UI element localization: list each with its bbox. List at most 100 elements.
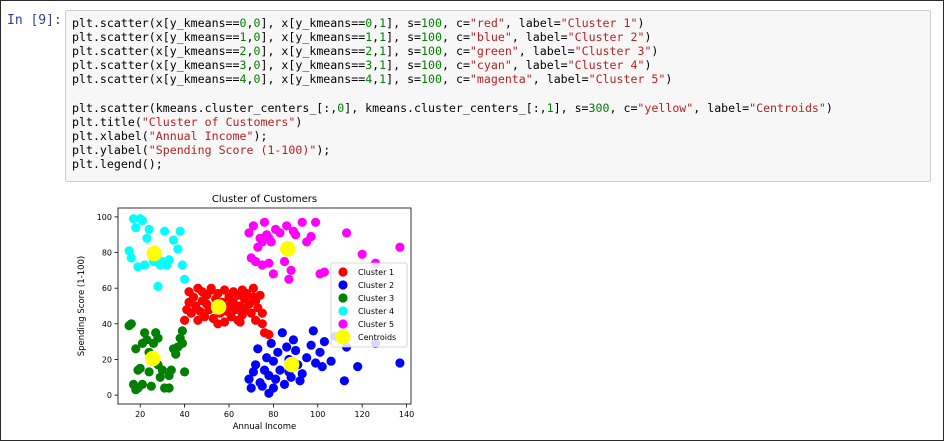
data-point [279, 256, 290, 267]
data-point [253, 344, 263, 354]
legend-marker [338, 293, 348, 303]
data-point [140, 260, 150, 270]
code-text: ], s= [553, 100, 589, 115]
code-editor[interactable]: plt.scatter(x[y_kmeans==0,0], x[y_kmeans… [72, 16, 833, 171]
legend-label: Centroids [358, 333, 396, 342]
code-number: 100 [421, 16, 442, 30]
data-point [306, 231, 316, 242]
data-point [257, 319, 267, 329]
data-point [251, 360, 261, 370]
data-point [295, 376, 305, 386]
chart-title: Cluster of Customers [212, 194, 317, 205]
code-text: plt.scatter(x[y_kmeans== [72, 44, 240, 59]
data-point [271, 374, 281, 384]
data-point [277, 328, 287, 338]
y-tick-label: 0 [107, 391, 112, 400]
code-text: , [372, 44, 380, 59]
code-text: , [246, 72, 254, 87]
code-text: ], x[y_kmeans== [260, 16, 366, 30]
code-number: 0 [253, 44, 261, 59]
code-text: , [246, 30, 254, 45]
data-point [291, 230, 301, 240]
data-point [248, 367, 258, 377]
code-text: , label= [511, 30, 568, 45]
x-tick-label: 60 [224, 410, 234, 419]
code-string: "Annual Income" [148, 128, 254, 143]
code-text: plt.legend(); [72, 156, 163, 171]
code-text: ) [651, 44, 659, 59]
code-line: plt.xlabel("Annual Income"); [72, 129, 833, 143]
code-text: ], s= [386, 44, 422, 59]
x-tick-label: 140 [399, 410, 414, 419]
code-string: "Spending Score (1-100)" [148, 142, 317, 157]
data-point [315, 347, 325, 357]
code-number: 1 [365, 30, 373, 45]
data-point [153, 333, 163, 343]
data-point [180, 274, 190, 284]
data-point [164, 255, 174, 265]
x-tick-label: 80 [268, 410, 278, 419]
data-point [177, 260, 187, 270]
code-string: "Cluster of Customers" [141, 114, 296, 129]
code-string: "magenta" [469, 72, 533, 87]
data-point [244, 374, 254, 384]
code-text: ) [637, 16, 645, 30]
data-point [173, 244, 183, 254]
y-tick-label: 100 [97, 213, 112, 222]
code-text: plt.xlabel( [72, 128, 149, 143]
data-point [286, 372, 296, 382]
x-tick-label: 120 [355, 410, 370, 419]
data-point [353, 362, 363, 372]
legend-box [330, 262, 408, 348]
data-point [124, 246, 134, 256]
code-text: , c= [442, 30, 470, 45]
code-number: 0 [253, 30, 261, 45]
code-text: ) [665, 72, 673, 87]
scatter-chart: 20 40 60 80 100 120 140 0 20 40 60 80 100 Cluster of … [77, 194, 414, 432]
code-number: 1 [379, 72, 387, 87]
data-point [153, 281, 163, 291]
code-text: , [372, 30, 380, 45]
code-text: , c= [442, 72, 470, 87]
code-line: plt.scatter(x[y_kmeans==0,0], x[y_kmeans… [72, 16, 833, 30]
code-number: 0 [253, 58, 261, 73]
code-string: "cyan" [469, 58, 512, 73]
data-point [268, 356, 278, 366]
x-tick-label: 40 [179, 410, 189, 419]
code-text: ], x[y_kmeans== [260, 72, 366, 87]
data-point [291, 345, 301, 356]
data-point [180, 367, 190, 377]
code-text: plt.scatter(x[y_kmeans== [72, 30, 240, 45]
data-point [319, 267, 329, 277]
x-axis-label: Annual Income [233, 422, 297, 432]
code-string: "Cluster 2" [567, 30, 645, 45]
data-point [395, 242, 405, 252]
data-point [257, 381, 267, 391]
code-line: plt.scatter(kmeans.cluster_centers_[:,0]… [72, 101, 833, 115]
data-point [273, 347, 283, 357]
code-text: , label= [693, 100, 750, 115]
code-number: 1 [239, 30, 247, 45]
data-point [275, 228, 285, 238]
code-cell[interactable]: plt.scatter(x[y_kmeans==0,0], x[y_kmeans… [65, 10, 931, 182]
data-point [395, 358, 405, 368]
code-number: 2 [365, 44, 373, 59]
code-number: 1 [379, 16, 387, 30]
code-text: , [372, 16, 380, 30]
data-point [177, 338, 187, 348]
data-point [206, 283, 216, 293]
y-axis-label: Spending Score (1-100) [77, 256, 87, 357]
code-text: , [246, 58, 254, 73]
data-point [282, 342, 292, 352]
code-text: , [372, 72, 380, 87]
code-number: 4 [239, 72, 247, 87]
code-text: ], s= [386, 72, 422, 87]
y-tick-label: 80 [102, 249, 112, 258]
code-text: , [372, 58, 380, 73]
centroid-point [146, 245, 162, 262]
code-text: , label= [504, 16, 561, 30]
code-number: 1 [379, 30, 387, 45]
data-point [146, 381, 156, 391]
code-number: 0 [253, 16, 261, 30]
